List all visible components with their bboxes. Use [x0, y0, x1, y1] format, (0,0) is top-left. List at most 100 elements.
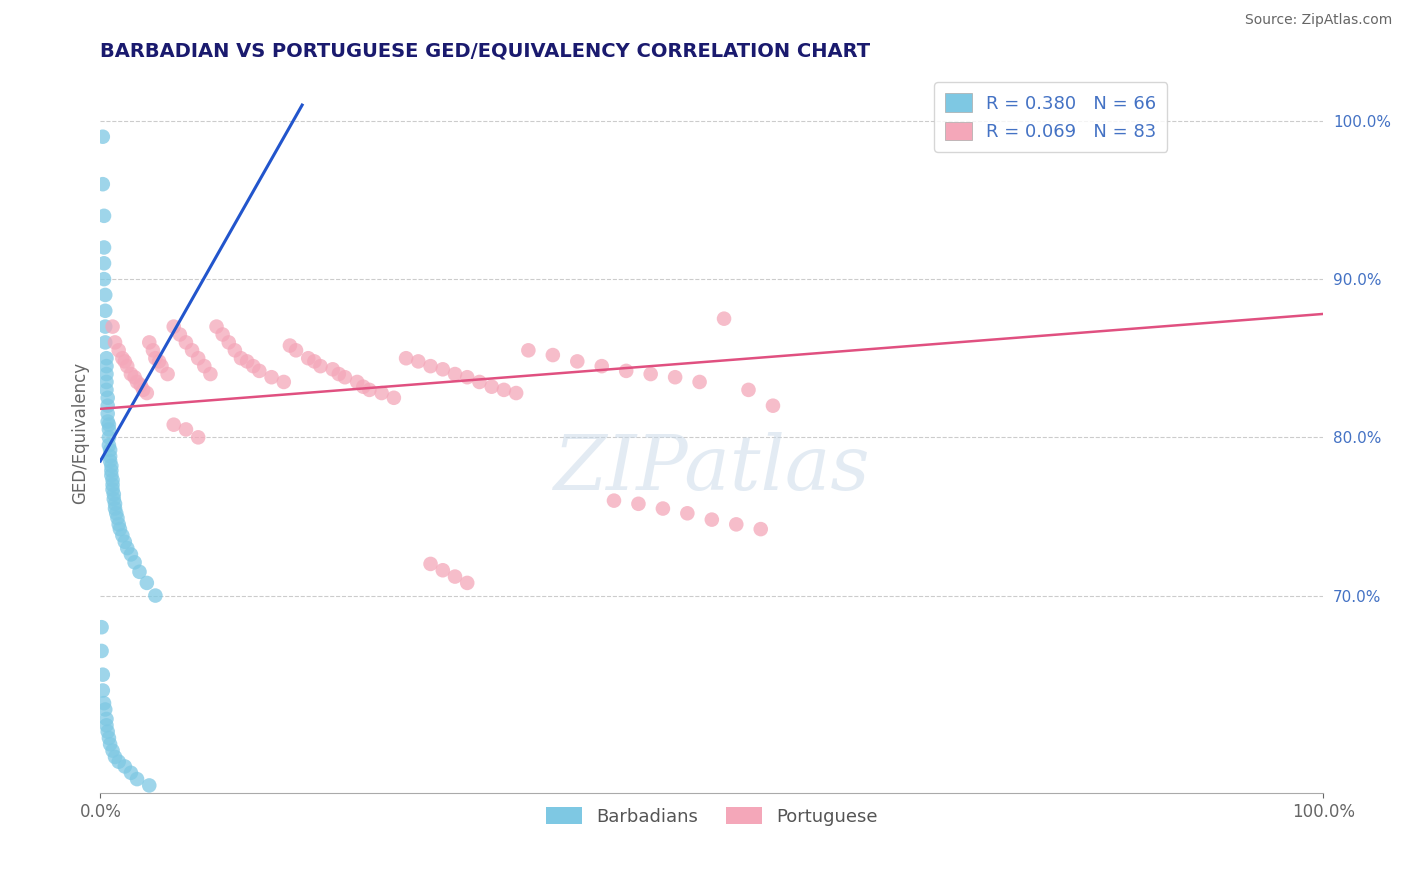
Point: [193, 359, 215, 373]
Point: [481, 380, 503, 394]
Point: [104, 497, 127, 511]
Point: [98, 442, 121, 457]
Point: [651, 501, 673, 516]
Point: [107, 343, 129, 358]
Point: [135, 386, 157, 401]
Point: [93, 209, 115, 223]
Text: Source: ZipAtlas.com: Source: ZipAtlas.com: [1244, 13, 1392, 28]
Point: [120, 367, 142, 381]
Point: [322, 362, 344, 376]
Point: [138, 335, 160, 350]
Point: [94, 319, 117, 334]
Point: [505, 386, 527, 401]
Point: [108, 522, 131, 536]
Point: [676, 506, 699, 520]
Point: [104, 335, 127, 350]
Point: [737, 383, 759, 397]
Point: [492, 383, 515, 397]
Point: [97, 391, 120, 405]
Point: [419, 557, 441, 571]
Point: [517, 343, 540, 358]
Point: [163, 417, 186, 432]
Point: [567, 354, 589, 368]
Point: [117, 541, 139, 555]
Point: [187, 430, 209, 444]
Point: [174, 422, 197, 436]
Point: [117, 359, 139, 373]
Point: [114, 759, 136, 773]
Point: [120, 765, 142, 780]
Point: [94, 702, 117, 716]
Point: [145, 589, 167, 603]
Point: [100, 464, 122, 478]
Point: [101, 319, 124, 334]
Point: [97, 731, 120, 745]
Point: [297, 351, 319, 366]
Point: [541, 348, 564, 362]
Point: [103, 491, 125, 506]
Point: [100, 458, 122, 473]
Point: [91, 177, 114, 191]
Point: [100, 468, 122, 483]
Point: [444, 569, 467, 583]
Point: [104, 501, 127, 516]
Point: [97, 417, 120, 432]
Point: [104, 750, 127, 764]
Point: [285, 343, 308, 358]
Point: [105, 506, 128, 520]
Point: [90, 644, 112, 658]
Point: [135, 575, 157, 590]
Point: [96, 351, 118, 366]
Point: [333, 370, 356, 384]
Text: ZIPatlas: ZIPatlas: [554, 433, 870, 507]
Point: [236, 354, 259, 368]
Point: [181, 343, 204, 358]
Point: [247, 364, 270, 378]
Point: [725, 517, 748, 532]
Point: [328, 367, 350, 381]
Point: [103, 487, 125, 501]
Point: [187, 351, 209, 366]
Point: [211, 327, 233, 342]
Point: [101, 744, 124, 758]
Point: [309, 359, 332, 373]
Point: [205, 319, 228, 334]
Point: [229, 351, 252, 366]
Point: [304, 354, 326, 368]
Point: [111, 351, 134, 366]
Point: [603, 493, 626, 508]
Point: [97, 430, 120, 444]
Point: [370, 386, 392, 401]
Point: [150, 359, 173, 373]
Point: [142, 343, 165, 358]
Point: [224, 343, 246, 358]
Point: [114, 534, 136, 549]
Point: [346, 375, 368, 389]
Point: [218, 335, 240, 350]
Point: [107, 517, 129, 532]
Point: [96, 375, 118, 389]
Point: [91, 129, 114, 144]
Point: [125, 375, 148, 389]
Point: [101, 473, 124, 487]
Point: [93, 272, 115, 286]
Point: [664, 370, 686, 384]
Point: [627, 497, 650, 511]
Point: [169, 327, 191, 342]
Point: [700, 513, 723, 527]
Point: [132, 383, 155, 397]
Point: [352, 380, 374, 394]
Point: [97, 724, 120, 739]
Point: [395, 351, 418, 366]
Legend: Barbadians, Portuguese: Barbadians, Portuguese: [537, 798, 887, 835]
Point: [98, 450, 121, 464]
Point: [145, 351, 167, 366]
Point: [90, 620, 112, 634]
Point: [273, 375, 295, 389]
Point: [96, 383, 118, 397]
Point: [93, 240, 115, 254]
Point: [96, 367, 118, 381]
Point: [468, 375, 491, 389]
Point: [260, 370, 283, 384]
Point: [94, 303, 117, 318]
